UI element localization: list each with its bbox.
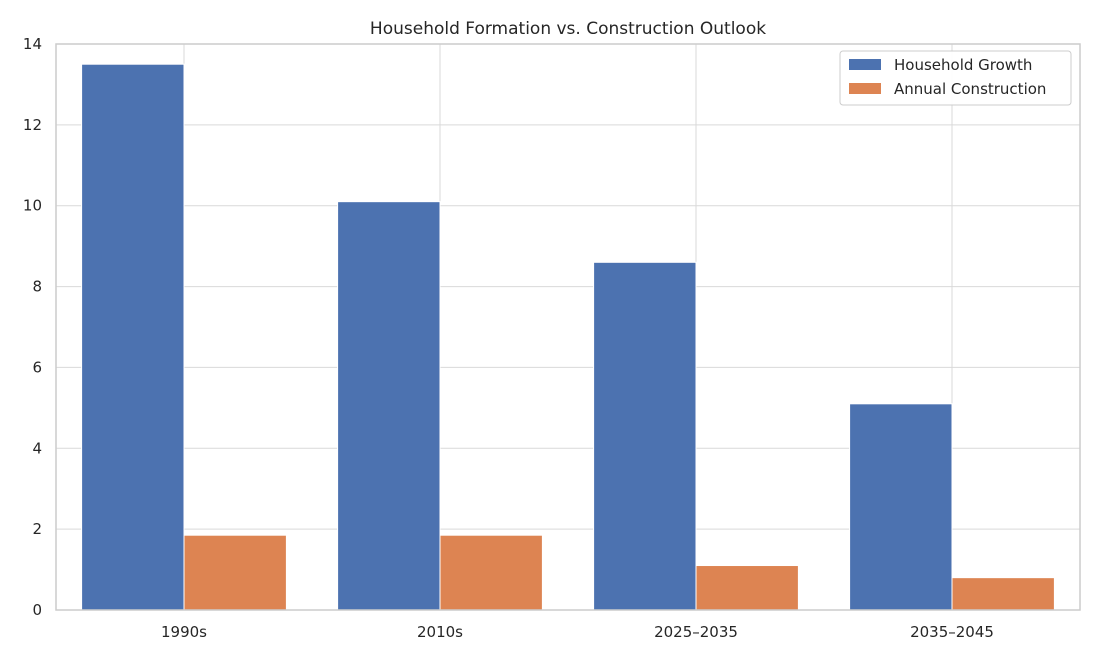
legend-swatch-annual-construction (849, 83, 881, 94)
legend-label-household-growth: Household Growth (894, 56, 1032, 74)
legend-box (839, 50, 1072, 106)
bar-household-growth (593, 261, 697, 611)
bars (81, 63, 1055, 611)
y-axis-ticks: 0 2 4 6 8 10 12 14 (23, 35, 42, 619)
x-tick-label: 2010s (417, 623, 463, 641)
y-tick-label: 2 (32, 520, 42, 538)
bar-annual-construction (439, 534, 543, 611)
x-tick-label: 2025–2035 (654, 623, 738, 641)
bar-annual-construction (695, 565, 799, 611)
legend-swatch-household-growth (849, 59, 881, 70)
y-tick-label: 0 (32, 601, 42, 619)
y-tick-label: 8 (32, 278, 42, 296)
x-axis-ticks: 1990s 2010s 2025–2035 2035–2045 (161, 623, 994, 641)
y-tick-label: 10 (23, 197, 42, 215)
bar-household-growth (849, 403, 953, 611)
y-tick-label: 14 (23, 35, 42, 53)
bar-annual-construction (183, 534, 287, 611)
chart-title: Household Formation vs. Construction Out… (370, 19, 766, 39)
y-tick-label: 12 (23, 116, 42, 134)
plot-frame (55, 43, 1081, 611)
legend: Household Growth Annual Construction (839, 50, 1072, 106)
y-tick-label: 4 (32, 439, 42, 457)
bar-household-growth (81, 63, 185, 611)
x-tick-label: 1990s (161, 623, 207, 641)
y-tick-label: 6 (32, 358, 42, 376)
bar-household-growth (337, 201, 441, 611)
legend-label-annual-construction: Annual Construction (894, 80, 1046, 98)
x-tick-label: 2035–2045 (910, 623, 994, 641)
grid-lines (56, 43, 1080, 611)
bar-annual-construction (951, 577, 1055, 611)
